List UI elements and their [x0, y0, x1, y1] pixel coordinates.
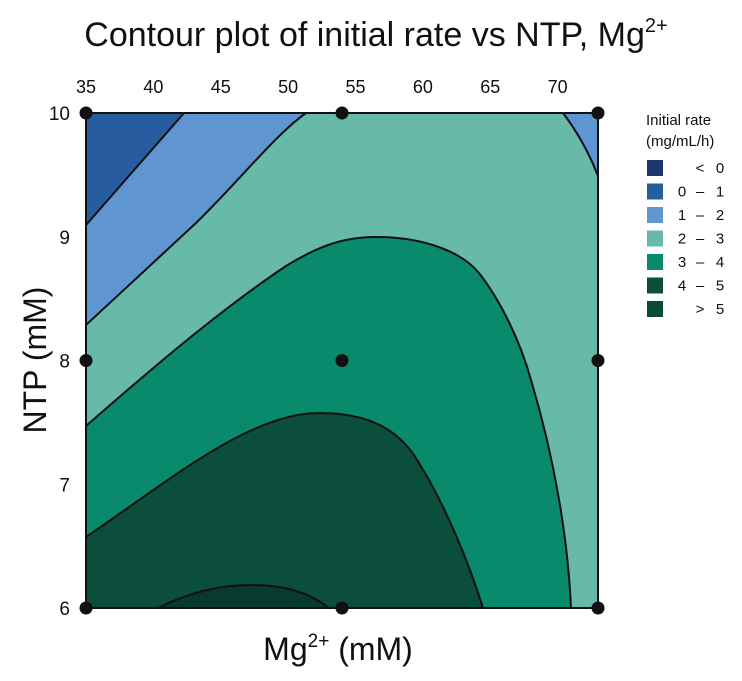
legend-separator: <: [696, 160, 705, 177]
x-tick-label: 55: [345, 77, 365, 97]
y-tick-label: 10: [49, 104, 70, 125]
legend-high: 2: [716, 207, 724, 224]
y-tick-label: 9: [59, 228, 70, 249]
legend-low: 4: [678, 278, 686, 295]
legend-entry: 4–5: [647, 277, 724, 295]
legend-swatch: [647, 230, 663, 247]
legend-high: 5: [716, 278, 724, 295]
legend-swatch: [647, 183, 663, 200]
legend-entry: >5: [647, 301, 724, 318]
y-tick-label: 8: [59, 352, 70, 373]
legend-entry: 0–1: [647, 183, 724, 201]
legend-title-line1: Initial rate: [646, 112, 711, 129]
legend-swatch: [647, 277, 663, 294]
design-points: [79, 106, 605, 615]
x-tick-label: 65: [480, 77, 500, 97]
design-point: [79, 354, 93, 367]
x-tick-label: 50: [278, 77, 298, 97]
legend-swatch: [647, 254, 663, 270]
y-tick-label: 7: [59, 475, 70, 496]
design-point: [591, 106, 605, 120]
legend-separator: >: [696, 301, 705, 318]
x-tick-labels: 35 40 45 50 55 60 65 70: [76, 77, 568, 97]
legend-high: 5: [716, 301, 724, 318]
y-tick-labels: 6 7 8 9 10: [49, 104, 70, 620]
legend-separator: –: [696, 278, 705, 295]
legend-low: 0: [678, 184, 686, 201]
legend-swatch: [647, 160, 663, 176]
design-point: [79, 106, 93, 120]
chart-title: Contour plot of initial rate vs NTP, Mg2…: [84, 15, 667, 54]
legend-low: 1: [678, 207, 686, 224]
legend-separator: –: [696, 254, 705, 271]
region-4-5: [85, 411, 485, 609]
x-axis-label: Mg2+ (mM): [263, 631, 413, 667]
design-point: [335, 106, 349, 120]
plot-area: [79, 106, 605, 615]
legend-low: 3: [678, 254, 686, 271]
design-point: [591, 354, 605, 367]
legend-entry: 3–4: [647, 254, 724, 271]
legend-high: 4: [716, 254, 724, 271]
x-tick-label: 45: [211, 77, 231, 97]
legend-low: 2: [678, 231, 686, 248]
legend-high: 0: [716, 160, 724, 177]
x-tick-label: 70: [548, 77, 568, 97]
legend-swatch: [647, 301, 663, 317]
legend-entry: <0: [647, 160, 724, 177]
legend-high: 3: [716, 231, 724, 248]
legend-entry: 1–2: [647, 207, 724, 224]
x-tick-label: 40: [143, 77, 163, 97]
legend-separator: –: [696, 231, 705, 248]
region-gt-5: [157, 583, 332, 609]
design-point: [335, 354, 349, 367]
legend-separator: –: [696, 207, 705, 224]
y-axis-label: NTP (mM): [17, 287, 53, 434]
legend-separator: –: [696, 184, 705, 201]
design-point: [591, 601, 605, 615]
y-tick-label: 6: [59, 599, 70, 620]
legend-entry: 2–3: [647, 230, 724, 248]
x-tick-label: 35: [76, 77, 96, 97]
design-point: [79, 601, 93, 615]
design-point: [335, 601, 349, 615]
legend: Initial rate (mg/mL/h) <00–11–22–33–44–5…: [646, 112, 724, 318]
x-tick-label: 60: [413, 77, 433, 97]
region-1-2: [85, 112, 310, 328]
legend-title-line2: (mg/mL/h): [646, 133, 714, 150]
legend-swatch: [647, 207, 663, 223]
legend-high: 1: [716, 184, 724, 201]
